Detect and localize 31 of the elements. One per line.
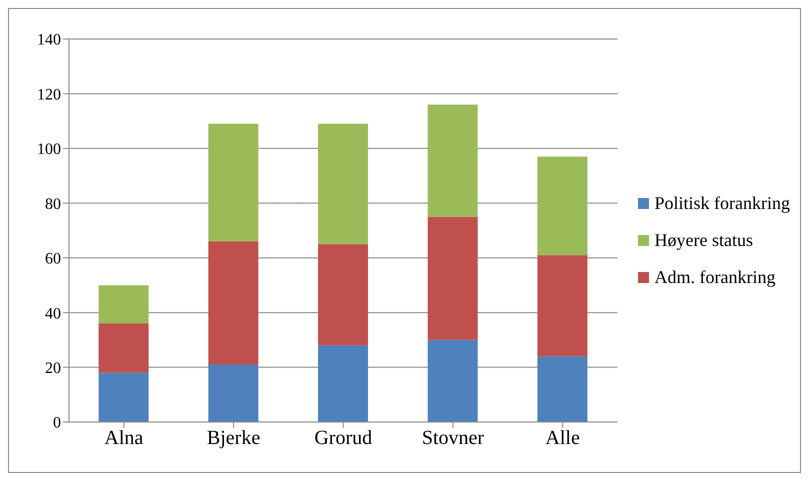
y-tick-label: 60 (45, 250, 61, 268)
bar (428, 104, 478, 217)
legend-label: Adm. forankring (654, 267, 776, 288)
bar (208, 241, 258, 365)
y-tick-label: 120 (37, 86, 61, 104)
x-tick-label: Bjerke (206, 427, 260, 450)
bar (208, 124, 258, 242)
x-tick-label: Grorud (314, 427, 372, 450)
x-tick-label: Alna (104, 427, 144, 450)
bar (98, 324, 149, 373)
y-tick-label: 80 (45, 196, 61, 213)
bar (208, 364, 258, 422)
bar (318, 124, 368, 244)
bar (428, 340, 478, 422)
bar (318, 345, 368, 422)
x-tick-label: Alle (545, 427, 580, 450)
bar (318, 244, 368, 346)
legend-label: Høyere status (654, 230, 753, 251)
bar (428, 216, 478, 340)
y-tick-label: 140 (37, 32, 61, 49)
y-tick-label: 100 (37, 141, 61, 158)
y-tick-label: 20 (45, 360, 61, 377)
bar (98, 285, 149, 324)
y-tick-label: 0 (53, 414, 61, 432)
bar (537, 356, 588, 422)
bar (537, 156, 588, 256)
legend-label: Politisk forankring (654, 193, 790, 214)
x-tick-label: Stovner (422, 427, 484, 450)
bar (98, 372, 149, 422)
y-tick-label: 40 (45, 305, 61, 322)
bar (537, 255, 588, 356)
